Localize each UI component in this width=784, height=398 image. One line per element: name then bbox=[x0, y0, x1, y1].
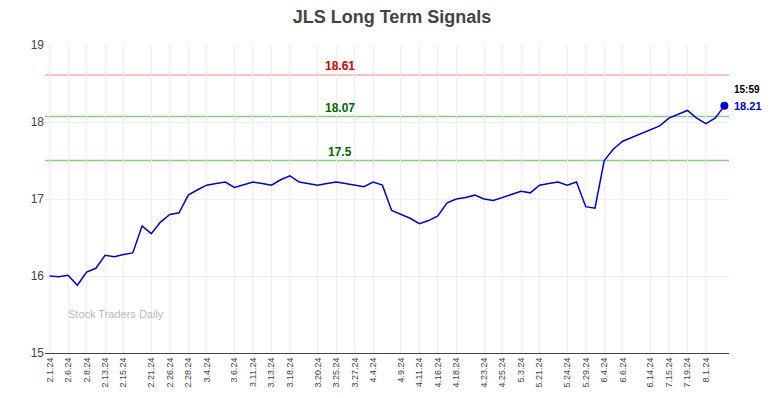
svg-text:16: 16 bbox=[31, 269, 45, 283]
svg-text:15:59: 15:59 bbox=[734, 84, 760, 95]
svg-text:3.4.24: 3.4.24 bbox=[202, 358, 212, 383]
svg-text:6.4.24: 6.4.24 bbox=[599, 358, 609, 383]
svg-text:17: 17 bbox=[31, 192, 45, 206]
svg-text:18: 18 bbox=[31, 115, 45, 129]
svg-text:4.11.24: 4.11.24 bbox=[414, 358, 424, 387]
svg-text:4.23.24: 4.23.24 bbox=[479, 358, 489, 388]
svg-text:2.21.24: 2.21.24 bbox=[146, 358, 156, 388]
svg-text:3.13.24: 3.13.24 bbox=[266, 358, 276, 388]
svg-text:5.3.24: 5.3.24 bbox=[516, 358, 526, 383]
svg-text:18.07: 18.07 bbox=[325, 101, 355, 115]
svg-text:2.15.24: 2.15.24 bbox=[118, 358, 128, 388]
svg-text:8.1.24: 8.1.24 bbox=[701, 358, 711, 383]
svg-text:6.6.24: 6.6.24 bbox=[618, 358, 628, 383]
svg-text:17.5: 17.5 bbox=[328, 145, 352, 159]
svg-text:5.29.24: 5.29.24 bbox=[581, 358, 591, 388]
svg-text:15: 15 bbox=[31, 346, 45, 360]
svg-text:2.28.24: 2.28.24 bbox=[183, 358, 193, 388]
svg-text:3.20.24: 3.20.24 bbox=[313, 358, 323, 388]
svg-text:6.14.24: 6.14.24 bbox=[645, 358, 655, 388]
svg-text:18.21: 18.21 bbox=[734, 100, 762, 112]
svg-text:7.19.24: 7.19.24 bbox=[682, 358, 692, 388]
svg-text:7.15.24: 7.15.24 bbox=[664, 358, 674, 388]
svg-text:3.25.24: 3.25.24 bbox=[331, 358, 341, 388]
svg-text:2.1.24: 2.1.24 bbox=[45, 358, 55, 383]
svg-text:2.8.24: 2.8.24 bbox=[82, 358, 92, 383]
svg-text:3.18.24: 3.18.24 bbox=[285, 358, 295, 388]
svg-text:3.11.24: 3.11.24 bbox=[248, 358, 258, 387]
svg-text:4.25.24: 4.25.24 bbox=[497, 358, 507, 388]
svg-text:2.13.24: 2.13.24 bbox=[100, 358, 110, 388]
svg-text:4.9.24: 4.9.24 bbox=[396, 358, 406, 383]
svg-text:19: 19 bbox=[31, 38, 45, 52]
svg-text:5.21.24: 5.21.24 bbox=[534, 358, 544, 388]
svg-text:4.18.24: 4.18.24 bbox=[451, 358, 461, 388]
svg-text:4.16.24: 4.16.24 bbox=[433, 358, 443, 388]
svg-text:JLS Long Term Signals: JLS Long Term Signals bbox=[293, 7, 492, 27]
svg-text:3.6.24: 3.6.24 bbox=[229, 358, 239, 383]
svg-text:18.61: 18.61 bbox=[325, 59, 355, 73]
svg-text:5.24.24: 5.24.24 bbox=[562, 358, 572, 388]
svg-text:Stock Traders Daily: Stock Traders Daily bbox=[68, 308, 164, 320]
svg-text:4.4.24: 4.4.24 bbox=[368, 358, 378, 383]
svg-text:3.27.24: 3.27.24 bbox=[350, 358, 360, 388]
svg-text:2.26.24: 2.26.24 bbox=[165, 358, 175, 388]
svg-text:2.6.24: 2.6.24 bbox=[63, 358, 73, 383]
